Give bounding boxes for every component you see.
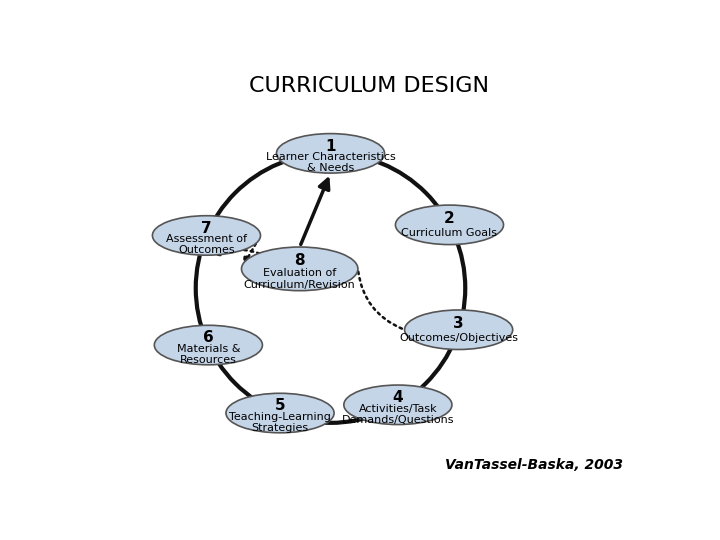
Text: Strategies: Strategies xyxy=(251,423,309,433)
Text: Assessment of: Assessment of xyxy=(166,234,247,245)
Ellipse shape xyxy=(395,205,503,245)
Text: & Needs: & Needs xyxy=(307,164,354,173)
Text: VanTassel-Baska, 2003: VanTassel-Baska, 2003 xyxy=(445,458,623,472)
Ellipse shape xyxy=(241,247,358,291)
Text: Materials &: Materials & xyxy=(176,344,240,354)
Text: 6: 6 xyxy=(203,330,214,346)
Text: 4: 4 xyxy=(392,390,403,405)
Text: Teaching-Learning: Teaching-Learning xyxy=(229,412,331,422)
Text: 2: 2 xyxy=(444,212,455,226)
Text: 7: 7 xyxy=(201,221,212,236)
Text: 8: 8 xyxy=(294,253,305,268)
Text: Demands/Questions: Demands/Questions xyxy=(341,415,454,425)
Text: Resources: Resources xyxy=(180,355,237,365)
Text: 5: 5 xyxy=(275,399,285,414)
Text: 3: 3 xyxy=(454,316,464,332)
Text: 1: 1 xyxy=(325,139,336,154)
Ellipse shape xyxy=(344,385,452,424)
Text: Learner Characteristics: Learner Characteristics xyxy=(266,152,395,163)
Text: Evaluation of: Evaluation of xyxy=(263,268,336,278)
Text: CURRICULUM DESIGN: CURRICULUM DESIGN xyxy=(249,76,489,96)
Ellipse shape xyxy=(154,325,262,365)
Ellipse shape xyxy=(153,215,261,255)
Ellipse shape xyxy=(226,393,334,433)
Ellipse shape xyxy=(405,310,513,349)
Text: Curriculum/Revision: Curriculum/Revision xyxy=(244,280,356,291)
Ellipse shape xyxy=(276,133,384,173)
Text: Activities/Task: Activities/Task xyxy=(359,404,437,414)
Text: Outcomes/Objectives: Outcomes/Objectives xyxy=(399,333,518,343)
Text: Curriculum Goals: Curriculum Goals xyxy=(402,228,498,238)
Text: Outcomes: Outcomes xyxy=(178,246,235,255)
